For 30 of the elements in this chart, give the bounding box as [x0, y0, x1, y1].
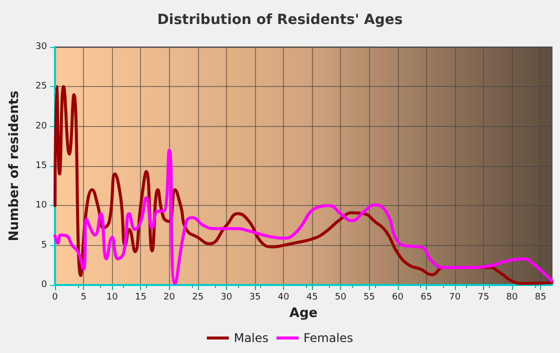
x-tick-label: 50 — [334, 292, 347, 302]
x-tick-label: 80 — [506, 292, 518, 302]
y-tick-label: 30 — [36, 42, 48, 52]
x-tick-label: 60 — [392, 292, 404, 302]
x-tick-label: 15 — [134, 292, 146, 302]
y-axis-title: Number of residents — [7, 90, 22, 242]
x-tick-label: 40 — [278, 292, 290, 302]
y-tick-label: 10 — [36, 200, 48, 211]
x-tick-label: 85 — [534, 292, 546, 302]
legend-label: Males — [234, 331, 269, 345]
x-tick-label: 75 — [478, 292, 490, 302]
x-axis-title: Age — [289, 306, 318, 321]
x-tick-label: 65 — [420, 292, 432, 302]
x-tick-label: 25 — [192, 292, 204, 302]
x-tick-label: 45 — [306, 292, 318, 302]
y-tick-label: 0 — [41, 280, 48, 290]
chart-title: Distribution of Residents' Ages — [157, 12, 403, 28]
x-tick-label: 0 — [52, 292, 58, 302]
x-tick-label: 10 — [106, 292, 118, 302]
y-tick-label: 15 — [36, 161, 47, 171]
y-tick-label: 5 — [41, 240, 47, 250]
y-tick-label: 20 — [36, 121, 48, 132]
x-tick-label: 70 — [449, 292, 461, 302]
y-tick-label: 25 — [36, 82, 47, 92]
legend-label: Females — [304, 331, 354, 345]
x-tick-label: 30 — [220, 292, 232, 302]
x-tick-label: 5 — [80, 292, 86, 302]
x-tick-label: 35 — [249, 292, 261, 302]
x-tick-label: 55 — [363, 292, 375, 302]
x-tick-label: 20 — [164, 292, 176, 302]
